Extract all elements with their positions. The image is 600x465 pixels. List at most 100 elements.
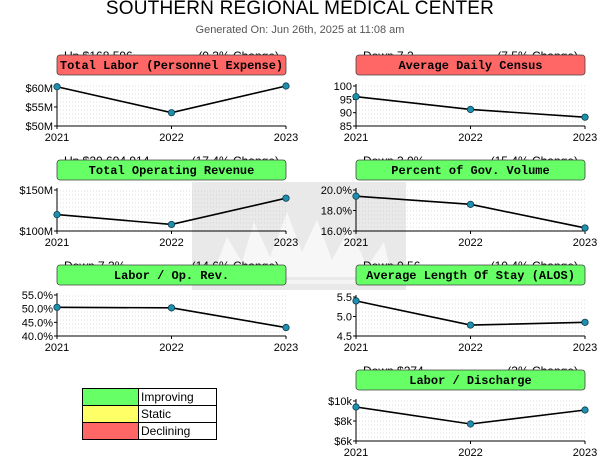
data-point bbox=[53, 83, 61, 91]
data-point bbox=[352, 403, 360, 411]
y-tick-label: $10k bbox=[328, 396, 352, 408]
y-tick-label: 95 bbox=[340, 94, 352, 106]
chart-title: Total Labor (Personnel Expense) bbox=[60, 59, 283, 73]
data-point bbox=[352, 192, 360, 200]
x-tick-label: 2021 bbox=[344, 132, 368, 144]
status-title-bar bbox=[355, 264, 586, 286]
legend-swatch bbox=[82, 405, 139, 423]
y-tick-label: 55.0% bbox=[22, 290, 53, 302]
chart-7: Down $274(3% Change)Labor / Discharge$10… bbox=[328, 364, 597, 459]
x-tick-label: 2021 bbox=[344, 237, 368, 249]
x-tick-label: 2022 bbox=[159, 132, 183, 144]
data-point bbox=[282, 194, 290, 202]
generated-timestamp: Generated On: Jun 26th, 2025 at 11:08 am bbox=[195, 24, 405, 36]
legend-label: Static bbox=[138, 405, 217, 423]
x-tick-label: 2023 bbox=[274, 132, 298, 144]
y-tick-label: 45.0% bbox=[22, 317, 53, 329]
y-tick-label: 50.0% bbox=[22, 304, 53, 316]
data-point bbox=[282, 82, 290, 90]
data-point bbox=[581, 318, 589, 326]
chart-title: Total Operating Revenue bbox=[89, 164, 255, 178]
page-title: SOUTHERN REGIONAL MEDICAL CENTER bbox=[105, 0, 495, 19]
chart-1: Up $168,596(0.3% Change)Total Labor (Per… bbox=[25, 49, 298, 144]
y-tick-label: $8k bbox=[334, 416, 352, 428]
x-tick-label: 2022 bbox=[458, 342, 482, 354]
x-tick-label: 2023 bbox=[274, 237, 298, 249]
x-tick-label: 2022 bbox=[458, 132, 482, 144]
y-tick-label: 18.0% bbox=[321, 206, 352, 218]
data-point bbox=[466, 200, 475, 208]
data-point bbox=[282, 323, 290, 332]
y-tick-label: 5.5 bbox=[337, 292, 352, 304]
status-title-bar bbox=[355, 369, 586, 391]
chart-title: Labor / Discharge bbox=[409, 374, 531, 388]
data-point bbox=[167, 304, 176, 312]
data-point bbox=[167, 220, 176, 229]
y-tick-label: 90 bbox=[340, 108, 352, 120]
y-tick-label: $6k bbox=[334, 436, 352, 448]
y-tick-label: $100M bbox=[19, 226, 53, 238]
y-tick-label: $50M bbox=[25, 121, 53, 133]
status-title-bar bbox=[56, 54, 287, 76]
chart-title: Average Daily Census bbox=[398, 59, 542, 73]
y-tick-label: 40.0% bbox=[22, 331, 53, 343]
x-tick-label: 2021 bbox=[344, 342, 368, 354]
legend: Improving Static Declining bbox=[82, 388, 217, 440]
data-point bbox=[581, 406, 589, 414]
y-tick-label: $60M bbox=[25, 83, 53, 95]
data-point bbox=[352, 297, 360, 305]
x-tick-label: 2021 bbox=[45, 132, 69, 144]
chart-5: Down 7.3%(14.6% Change)Labor / Op. Rev.5… bbox=[22, 259, 298, 354]
y-tick-label: 20.0% bbox=[321, 185, 352, 197]
data-point bbox=[466, 105, 475, 114]
x-tick-label: 2021 bbox=[344, 447, 368, 459]
data-point bbox=[352, 93, 360, 101]
legend-swatch bbox=[82, 388, 139, 406]
status-title-bar bbox=[355, 54, 586, 76]
x-tick-label: 2023 bbox=[274, 342, 298, 354]
status-title-bar bbox=[355, 159, 586, 181]
legend-swatch bbox=[82, 422, 139, 440]
x-tick-label: 2023 bbox=[573, 447, 597, 459]
legend-row: Improving bbox=[82, 388, 217, 406]
series-line bbox=[355, 300, 586, 326]
chart-6: Down 0.56(10.4% Change)Average Length Of… bbox=[337, 259, 598, 354]
chart-title: Labor / Op. Rev. bbox=[114, 269, 229, 283]
chart-2: Down 7.2(7.5% Change)Average Daily Censu… bbox=[334, 49, 598, 144]
data-point bbox=[53, 303, 61, 311]
x-tick-label: 2023 bbox=[573, 342, 597, 354]
x-tick-label: 2022 bbox=[159, 342, 183, 354]
chart-title: Percent of Gov. Volume bbox=[391, 164, 549, 178]
data-point bbox=[167, 109, 176, 117]
data-point bbox=[581, 113, 589, 121]
chart-3: Up $20,694,914(17.4% Change)Total Operat… bbox=[19, 154, 298, 249]
x-tick-label: 2021 bbox=[45, 237, 69, 249]
y-tick-label: 85 bbox=[340, 121, 352, 133]
data-point bbox=[53, 211, 61, 219]
legend-row: Declining bbox=[82, 422, 217, 440]
x-tick-label: 2022 bbox=[159, 237, 183, 249]
data-point bbox=[466, 420, 475, 428]
x-tick-label: 2022 bbox=[458, 447, 482, 459]
series-line bbox=[56, 197, 287, 226]
x-tick-label: 2022 bbox=[458, 237, 482, 249]
y-tick-label: 5.0 bbox=[337, 312, 352, 324]
y-tick-label: $150M bbox=[19, 185, 53, 197]
chart-4: Down 3.0%(15.4% Change)Percent of Gov. V… bbox=[321, 154, 597, 249]
legend-label: Improving bbox=[138, 388, 217, 406]
legend-row: Static bbox=[82, 405, 217, 423]
y-tick-label: 4.5 bbox=[337, 331, 352, 343]
status-title-bar bbox=[56, 264, 287, 286]
data-point bbox=[581, 224, 589, 232]
x-tick-label: 2023 bbox=[573, 237, 597, 249]
x-tick-label: 2023 bbox=[573, 132, 597, 144]
legend-label: Declining bbox=[138, 422, 217, 440]
y-tick-label: 100 bbox=[334, 81, 352, 93]
x-tick-label: 2021 bbox=[45, 342, 69, 354]
status-title-bar bbox=[56, 159, 287, 181]
chart-title: Average Length Of Stay (ALOS) bbox=[366, 269, 575, 283]
data-point bbox=[466, 321, 475, 329]
y-tick-label: 16.0% bbox=[321, 226, 352, 238]
y-tick-label: $55M bbox=[25, 102, 53, 114]
